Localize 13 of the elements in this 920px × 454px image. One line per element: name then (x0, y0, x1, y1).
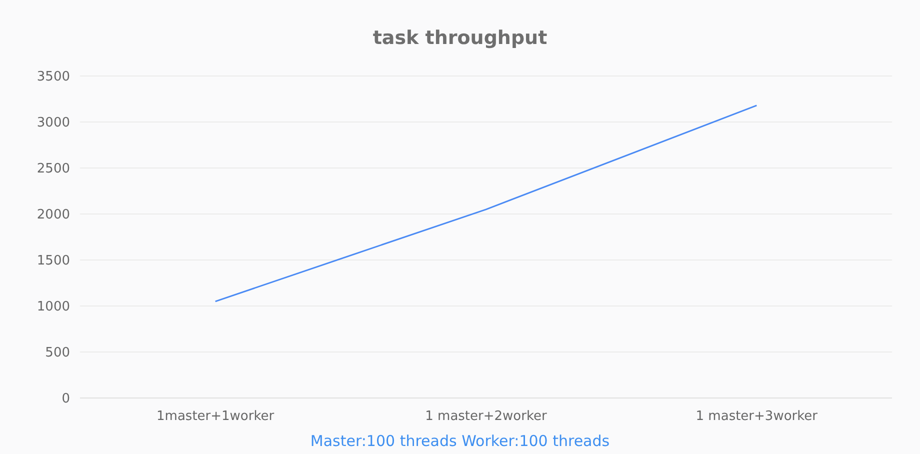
chart-title: task throughput (372, 27, 548, 49)
y-tick-label: 3500 (36, 70, 70, 85)
x-axis-title: Master:100 threads Worker:100 threads (310, 432, 610, 450)
y-tick-label: 1500 (36, 254, 70, 269)
x-tick-label: 1master+1worker (156, 409, 275, 424)
y-tick-label: 3000 (36, 116, 70, 131)
x-tick-label: 1 master+3worker (696, 409, 818, 424)
y-tick-label: 0 (62, 392, 70, 407)
y-tick-label: 1000 (36, 300, 70, 315)
y-tick-label: 500 (45, 346, 70, 361)
y-tick-label: 2000 (36, 208, 70, 223)
x-tick-label: 1 master+2worker (425, 409, 548, 424)
y-tick-label: 2500 (36, 162, 70, 177)
